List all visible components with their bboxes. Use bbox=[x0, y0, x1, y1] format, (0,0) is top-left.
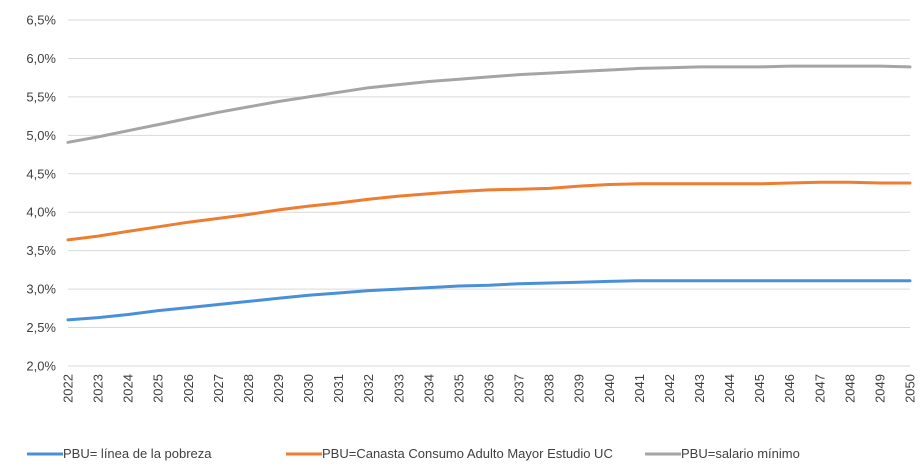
y-tick-label: 3,5% bbox=[26, 243, 56, 258]
x-tick-label: 2046 bbox=[782, 374, 797, 403]
x-tick-label: 2029 bbox=[271, 374, 286, 403]
y-tick-label: 6,0% bbox=[26, 51, 56, 66]
x-tick-label: 2039 bbox=[572, 374, 587, 403]
x-tick-label: 2042 bbox=[662, 374, 677, 403]
x-tick-label: 2024 bbox=[121, 374, 136, 403]
x-tick-label: 2044 bbox=[722, 374, 737, 403]
x-tick-label: 2027 bbox=[211, 374, 226, 403]
y-tick-label: 6,5% bbox=[26, 13, 56, 28]
x-tick-label: 2033 bbox=[391, 374, 406, 403]
y-tick-label: 2,0% bbox=[26, 359, 56, 374]
x-tick-label: 2040 bbox=[602, 374, 617, 403]
y-tick-label: 2,5% bbox=[26, 320, 56, 335]
series-lines bbox=[66, 64, 912, 322]
legend-label: PBU=Canasta Consumo Adulto Mayor Estudio… bbox=[322, 446, 613, 461]
x-tick-label: 2047 bbox=[812, 374, 827, 403]
x-tick-label: 2026 bbox=[181, 374, 196, 403]
legend-label: PBU= línea de la pobreza bbox=[63, 446, 212, 461]
x-tick-label: 2032 bbox=[361, 374, 376, 403]
x-tick-label: 2045 bbox=[752, 374, 767, 403]
legend: PBU= línea de la pobreza PBU=Canasta Cons… bbox=[27, 446, 800, 461]
legend-label: PBU=salario mínimo bbox=[681, 446, 800, 461]
x-tick-label: 2050 bbox=[903, 374, 918, 403]
x-tick-label: 2022 bbox=[61, 374, 76, 403]
x-tick-label: 2025 bbox=[151, 374, 166, 403]
x-tick-label: 2049 bbox=[872, 374, 887, 403]
x-tick-label: 2030 bbox=[301, 374, 316, 403]
y-axis-ticks: 2,0% 2,5% 3,0% 3,5% 4,0% 4,5% 5,0% 5,5% 6,0% 6,5% bbox=[26, 13, 56, 374]
series-line-1 bbox=[66, 279, 912, 322]
y-tick-label: 5,0% bbox=[26, 128, 56, 143]
x-tick-label: 2043 bbox=[692, 374, 707, 403]
x-tick-label: 2028 bbox=[241, 374, 256, 403]
y-tick-label: 5,5% bbox=[26, 89, 56, 104]
x-tick-label: 2041 bbox=[632, 374, 647, 403]
series-line-3 bbox=[66, 64, 912, 144]
y-tick-label: 3,0% bbox=[26, 282, 56, 297]
x-tick-label: 2036 bbox=[482, 374, 497, 403]
gridlines bbox=[68, 19, 910, 367]
y-tick-label: 4,0% bbox=[26, 205, 56, 220]
y-tick-label: 4,5% bbox=[26, 166, 56, 181]
x-tick-label: 2031 bbox=[331, 374, 346, 403]
x-tick-label: 2037 bbox=[512, 374, 527, 403]
x-axis-ticks: 2022 2023 2024 2025 2026 2027 2028 2029 2030 2031… bbox=[61, 374, 918, 403]
series-line-2 bbox=[66, 180, 912, 242]
x-tick-label: 2023 bbox=[91, 374, 106, 403]
x-tick-label: 2035 bbox=[451, 374, 466, 403]
x-tick-label: 2048 bbox=[842, 374, 857, 403]
x-tick-label: 2034 bbox=[421, 374, 436, 403]
x-tick-label: 2038 bbox=[542, 374, 557, 403]
